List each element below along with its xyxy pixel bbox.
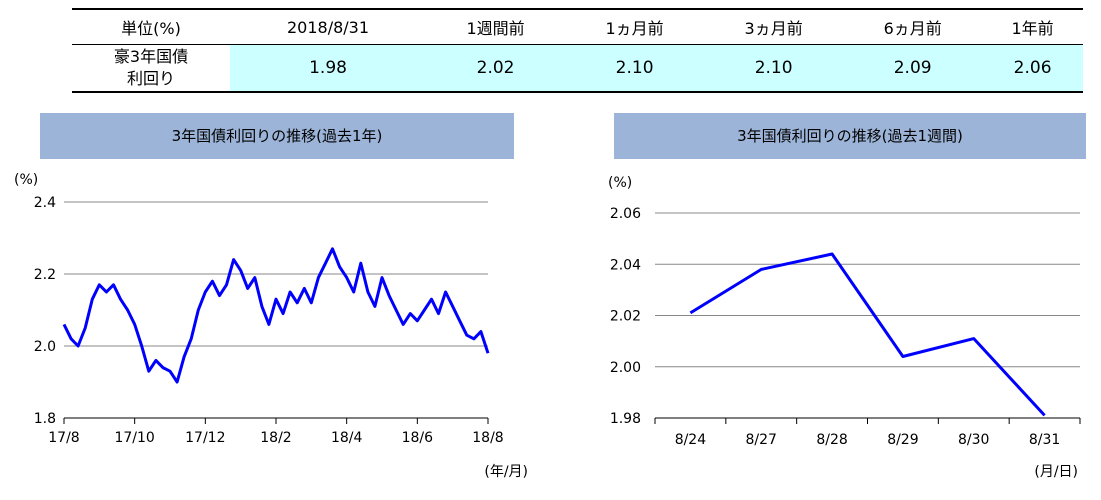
chart2-ytick-label: 2.00 xyxy=(610,360,641,376)
chart1-ylabel: (%) xyxy=(14,172,38,188)
value-1year: 2.06 xyxy=(982,44,1083,92)
value-6month: 2.09 xyxy=(843,44,983,92)
chart2-title: 3年国債利回りの推移(過去1週間) xyxy=(614,113,1086,159)
chart1-title: 3年国債利回りの推移(過去1年) xyxy=(40,113,514,159)
chart1-xtick-label: 18/4 xyxy=(331,430,363,446)
chart1-ytick-label: 2.0 xyxy=(34,339,56,355)
chart2-xtick-label: 8/24 xyxy=(675,432,707,448)
chart1-series-line xyxy=(62,247,490,384)
chart1-xlabel: (年/月) xyxy=(484,464,528,480)
row-label-line2: 利回り xyxy=(126,69,175,88)
chart2-xtick-label: 8/30 xyxy=(958,432,989,448)
chart1-xtick-label: 18/6 xyxy=(402,430,434,446)
header-1year: 1年前 xyxy=(982,9,1083,45)
value-1week: 2.02 xyxy=(426,44,566,92)
chart1-ytick-label: 2.4 xyxy=(34,195,56,211)
chart1-ytick-label: 2.2 xyxy=(34,267,56,283)
header-unit: 単位(%) xyxy=(72,9,230,45)
chart2-xtick-label: 8/31 xyxy=(1029,432,1060,448)
chart2-series-line xyxy=(689,252,1046,417)
chart1-xtick-label: 17/8 xyxy=(48,430,79,446)
chart1-xtick-label: 18/8 xyxy=(472,430,503,446)
summary-header-row: 単位(%) 2018/8/31 1週間前 1ヵ月前 3ヵ月前 6ヵ月前 1年前 xyxy=(72,9,1083,45)
chart2-ytick-label: 2.04 xyxy=(610,257,641,273)
chart1-xtick-label: 17/12 xyxy=(185,430,225,446)
chart1-ytick-label: 1.8 xyxy=(34,411,56,427)
summary-value-row: 豪3年国債 利回り 1.98 2.02 2.10 2.10 2.09 2.06 xyxy=(72,44,1083,92)
header-6month: 6ヵ月前 xyxy=(843,9,983,45)
row-label: 豪3年国債 利回り xyxy=(72,44,230,92)
chart2-xlabel: (月/日) xyxy=(1034,464,1078,480)
chart1-svg: 2.4 2.2 2.0 1.8 17/8 17/10 17/12 18/2 18/4 18/6 18… xyxy=(14,172,528,480)
row-label-line1: 豪3年国債 xyxy=(113,47,189,66)
chart2-ylabel: (%) xyxy=(608,175,632,191)
chart2-ytick-label: 2.06 xyxy=(610,206,641,222)
header-date: 2018/8/31 xyxy=(230,9,427,45)
summary-table: 単位(%) 2018/8/31 1週間前 1ヵ月前 3ヵ月前 6ヵ月前 1年前 … xyxy=(72,8,1083,93)
chart1-xtick-label: 18/2 xyxy=(260,430,291,446)
chart1-xtick-label: 17/10 xyxy=(114,430,154,446)
header-3month: 3ヵ月前 xyxy=(704,9,844,45)
value-1month: 2.10 xyxy=(565,44,705,92)
chart2-xtick-label: 8/29 xyxy=(887,432,918,448)
chart2-ytick-label: 2.02 xyxy=(610,309,641,325)
chart2-xtick-label: 8/28 xyxy=(816,432,847,448)
header-1month: 1ヵ月前 xyxy=(565,9,705,45)
value-date: 1.98 xyxy=(230,44,427,92)
value-3month: 2.10 xyxy=(704,44,844,92)
header-1week: 1週間前 xyxy=(426,9,566,45)
chart2-xtick-label: 8/27 xyxy=(746,432,777,448)
chart2-ytick-label: 1.98 xyxy=(610,411,641,427)
